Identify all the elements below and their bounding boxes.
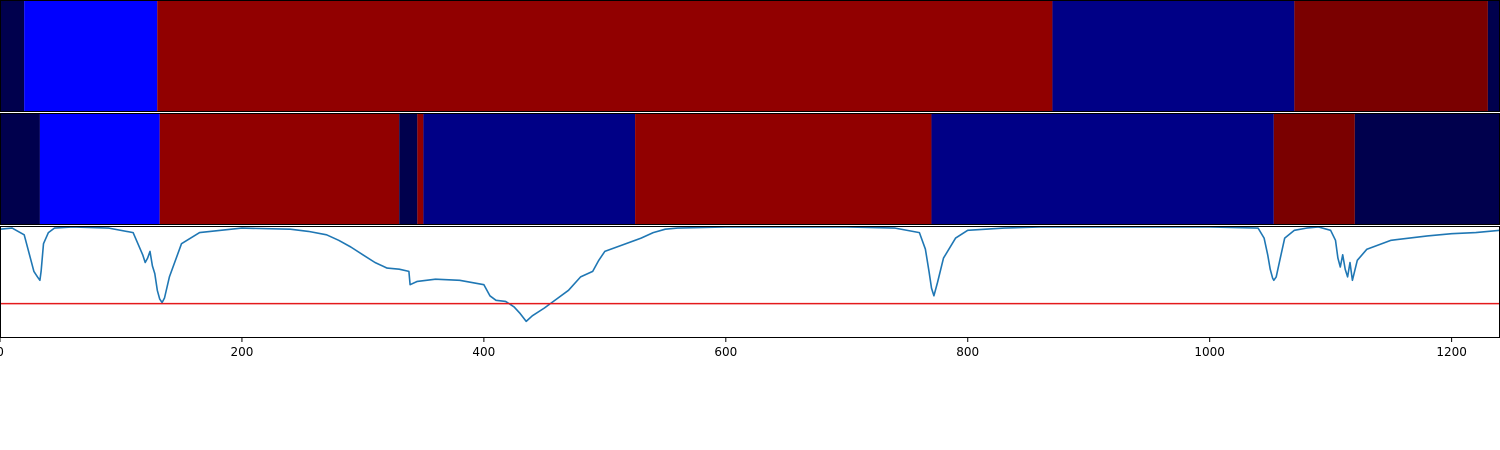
x-tick-label: 0 — [0, 345, 4, 359]
segment-2-3 — [399, 114, 418, 225]
segment-2-9 — [1354, 114, 1500, 225]
segment-2-4 — [417, 114, 424, 225]
x-tick-label: 1000 — [1194, 345, 1225, 359]
segment-1-1 — [24, 1, 158, 112]
segment-1-2 — [157, 1, 1053, 112]
signal-panel — [0, 226, 1500, 323]
x-axis: 0 200 400 600 800 1000 1200 — [0, 338, 1467, 359]
segment-1-3 — [1052, 1, 1295, 112]
x-tick-label: 200 — [230, 345, 253, 359]
segment-1-5 — [1487, 1, 1500, 112]
signal-line — [0, 226, 1500, 323]
segmentation-panel-middle — [0, 114, 1500, 225]
segment-1-4 — [1294, 1, 1488, 112]
segment-2-2 — [159, 114, 400, 225]
segment-2-5 — [423, 114, 636, 225]
segment-2-6 — [635, 114, 932, 225]
x-tick-label: 400 — [472, 345, 495, 359]
segment-2-8 — [1273, 114, 1355, 225]
segment-1-0 — [0, 1, 25, 112]
segment-2-0 — [0, 114, 40, 225]
segment-2-1 — [39, 114, 160, 225]
segment-2-7 — [931, 114, 1274, 225]
x-tick-label: 800 — [956, 345, 979, 359]
x-tick-label: 1200 — [1436, 345, 1467, 359]
x-tick-label: 600 — [714, 345, 737, 359]
segmentation-panel-top — [0, 1, 1500, 112]
